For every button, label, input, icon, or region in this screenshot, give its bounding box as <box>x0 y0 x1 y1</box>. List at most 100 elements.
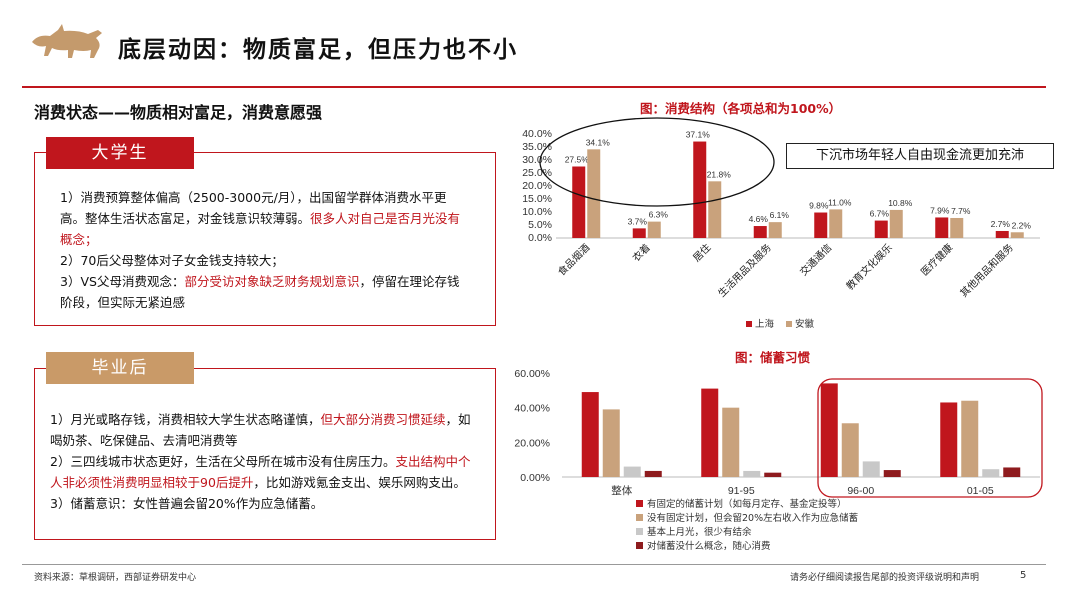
chart1-data-label: 27.5% <box>565 155 590 165</box>
chart1-ytick: 0.0% <box>528 232 552 244</box>
chart1-bar-anhui <box>587 149 601 238</box>
chart1-data-label: 3.7% <box>628 216 648 226</box>
chart1-data-label: 6.3% <box>649 210 669 220</box>
chart1-data-label: 21.8% <box>707 169 732 179</box>
chart2-bar-series-3 <box>862 461 880 477</box>
college-point-1: 1）消费预算整体偏高（2500-3000元/月），出国留学群体消费水平更高。整体… <box>60 190 447 226</box>
chart1-data-label: 2.2% <box>1012 220 1032 230</box>
chart2-ytick: 60.00% <box>514 368 550 380</box>
chart2-bar-series-4 <box>883 470 901 477</box>
chart1-xtick: 其他用品和服务 <box>957 241 1016 300</box>
chart1-xtick: 医疗健康 <box>918 241 955 278</box>
chart2-legend-item: 有固定的储蓄计划（如每月定存、基金定投等） <box>636 498 858 512</box>
footer-disclaimer: 请务必仔细阅读报告尾部的投资评级说明和声明 <box>790 573 980 583</box>
chart1-data-label: 11.0% <box>828 197 852 207</box>
chart2-bar-series-1 <box>701 388 719 477</box>
chart2-ytick: 40.00% <box>514 403 550 415</box>
college-point-3-highlight: 部分受访对象缺乏财务规划意识 <box>184 274 360 289</box>
chart2-bar-series-1 <box>820 383 838 477</box>
graduate-point-2-tail: ，比如游戏氪金支出、娱乐网购支出。 <box>253 475 466 490</box>
chart1-ytick: 20.0% <box>522 180 552 192</box>
chart1-ytick: 10.0% <box>522 206 552 218</box>
chart1-bar-anhui <box>708 181 722 238</box>
graduate-text: 1）月光或略存钱，消费相较大学生状态略谨慎，但大部分消费习惯延续，如喝奶茶、吃保… <box>50 409 476 514</box>
graduate-point-2-highlight: 支出结构中个人非必须性消费明显相较于90后提升 <box>50 454 471 490</box>
chart2-legend-label: 对储蓄没什么概念，随心消费 <box>647 541 771 552</box>
chart2-legend-swatch <box>636 500 643 507</box>
chart1-legend-swatch <box>786 321 792 327</box>
college-tab: 大学生 <box>46 137 194 169</box>
chart1-bar-shanghai <box>753 226 767 238</box>
chart2-bar-series-1 <box>581 392 599 477</box>
chart2-title: 图：储蓄习惯 <box>735 350 811 365</box>
chart1-bar-shanghai <box>814 212 828 238</box>
chart2-legend-item: 基本上月光，很少有结余 <box>636 526 858 540</box>
chart1-data-label: 7.9% <box>930 205 950 215</box>
chart2-legend-swatch <box>636 514 643 521</box>
chart1-xtick: 食品烟酒 <box>555 241 592 278</box>
graduate-point-1-highlight: 但大部分消费习惯延续 <box>320 412 446 427</box>
chart1-data-label: 37.1% <box>686 130 711 140</box>
chart2-bar-series-2 <box>722 407 740 477</box>
chart1-bar-shanghai <box>874 220 888 238</box>
college-point-3: 3）VS父母消费观念： <box>60 274 185 289</box>
chart1-data-label: 7.7% <box>951 206 971 216</box>
chart1-data-label: 6.7% <box>870 209 890 219</box>
chart1-ytick: 5.0% <box>528 219 552 231</box>
chart1-xtick: 交通通信 <box>797 241 834 278</box>
chart1-bar-anhui <box>950 217 964 238</box>
graduate-tab: 毕业后 <box>46 352 194 384</box>
chart1-bar-anhui <box>829 209 843 238</box>
chart2-bar-series-2 <box>841 423 859 477</box>
chart2-bar-series-1 <box>940 402 958 477</box>
chart1-legend-label: 安徽 <box>795 318 815 330</box>
header-divider <box>22 86 1046 88</box>
chart2-legend-label: 基本上月光，很少有结余 <box>647 527 752 538</box>
chart2-legend-swatch <box>636 542 643 549</box>
chart1-bar-anhui <box>1010 232 1024 238</box>
chart2-ytick: 20.00% <box>514 437 550 449</box>
college-panel <box>34 152 496 326</box>
chart1-xtick: 衣着 <box>630 241 653 264</box>
college-text: 1）消费预算整体偏高（2500-3000元/月），出国留学群体消费水平更高。整体… <box>60 187 470 313</box>
graduate-point-2: 2）三四线城市状态更好，生活在父母所在城市没有住房压力。 <box>50 454 396 469</box>
chart1-ytick: 30.0% <box>522 154 552 166</box>
chart1-data-label: 10.8% <box>888 198 913 208</box>
chart1-xtick: 居住 <box>690 241 713 264</box>
chart2-legend-label: 没有固定计划，但会留20%左右收入作为应急储蓄 <box>647 513 859 524</box>
graduate-point-1-tail: ，如喝奶茶、吃保健品、去清吧消费等 <box>50 412 471 448</box>
footer-source: 资料来源：草根调研，西部证券研发中心 <box>34 573 197 583</box>
page-number: 5 <box>1020 570 1027 581</box>
bull-logo-icon <box>32 24 102 58</box>
chart2-xtick: 91-95 <box>728 485 755 497</box>
chart1-data-label: 6.1% <box>770 210 790 220</box>
chart2-bar-series-2 <box>961 400 979 477</box>
chart2-legend: 有固定的储蓄计划（如每月定存、基金定投等） 没有固定计划，但会留20%左右收入作为… <box>636 498 858 554</box>
chart2-xtick: 整体 <box>611 484 632 497</box>
chart2-bar-series-2 <box>602 409 620 477</box>
college-point-2: 2）70后父母整体对子女金钱支持较大； <box>60 253 284 268</box>
chart1-bar-shanghai <box>935 217 949 238</box>
chart1-bar-shanghai <box>572 166 586 238</box>
chart1-ytick: 40.0% <box>522 128 552 140</box>
chart2-bar-series-4 <box>644 470 662 477</box>
chart2-bar-series-3 <box>982 469 1000 477</box>
chart2-legend-item: 没有固定计划，但会留20%左右收入作为应急储蓄 <box>636 512 858 526</box>
section-title: 消费状态——物质相对富足，消费意愿强 <box>34 103 323 122</box>
chart2-xtick: 96-00 <box>847 485 874 497</box>
chart1-data-label: 9.8% <box>809 201 829 211</box>
chart1-xtick: 生活用品及服务 <box>715 241 774 300</box>
chart1-bar-anhui <box>889 209 903 238</box>
chart2-legend-label: 有固定的储蓄计划（如每月定存、基金定投等） <box>647 499 847 510</box>
college-point-3-tail: ，停留在理论存钱阶段，但实际无紧迫感 <box>60 274 460 310</box>
consumption-structure-chart: 0.0%5.0%10.0%15.0%20.0%25.0%30.0%35.0%40… <box>522 117 1040 330</box>
chart1-data-label: 2.7% <box>991 219 1011 229</box>
chart2-xtick: 01-05 <box>967 485 994 497</box>
chart1-ytick: 25.0% <box>522 167 552 179</box>
graduate-point-3: 3）储蓄意识：女性普遍会留20%作为应急储蓄。 <box>50 496 324 511</box>
page-title: 底层动因：物质富足，但压力也不小 <box>118 37 518 63</box>
chart1-bar-shanghai <box>693 141 707 238</box>
chart1-title: 图：消费结构（各项总和为100%） <box>640 101 842 116</box>
chart1-data-label: 4.6% <box>749 214 769 224</box>
graduate-panel <box>34 368 496 540</box>
